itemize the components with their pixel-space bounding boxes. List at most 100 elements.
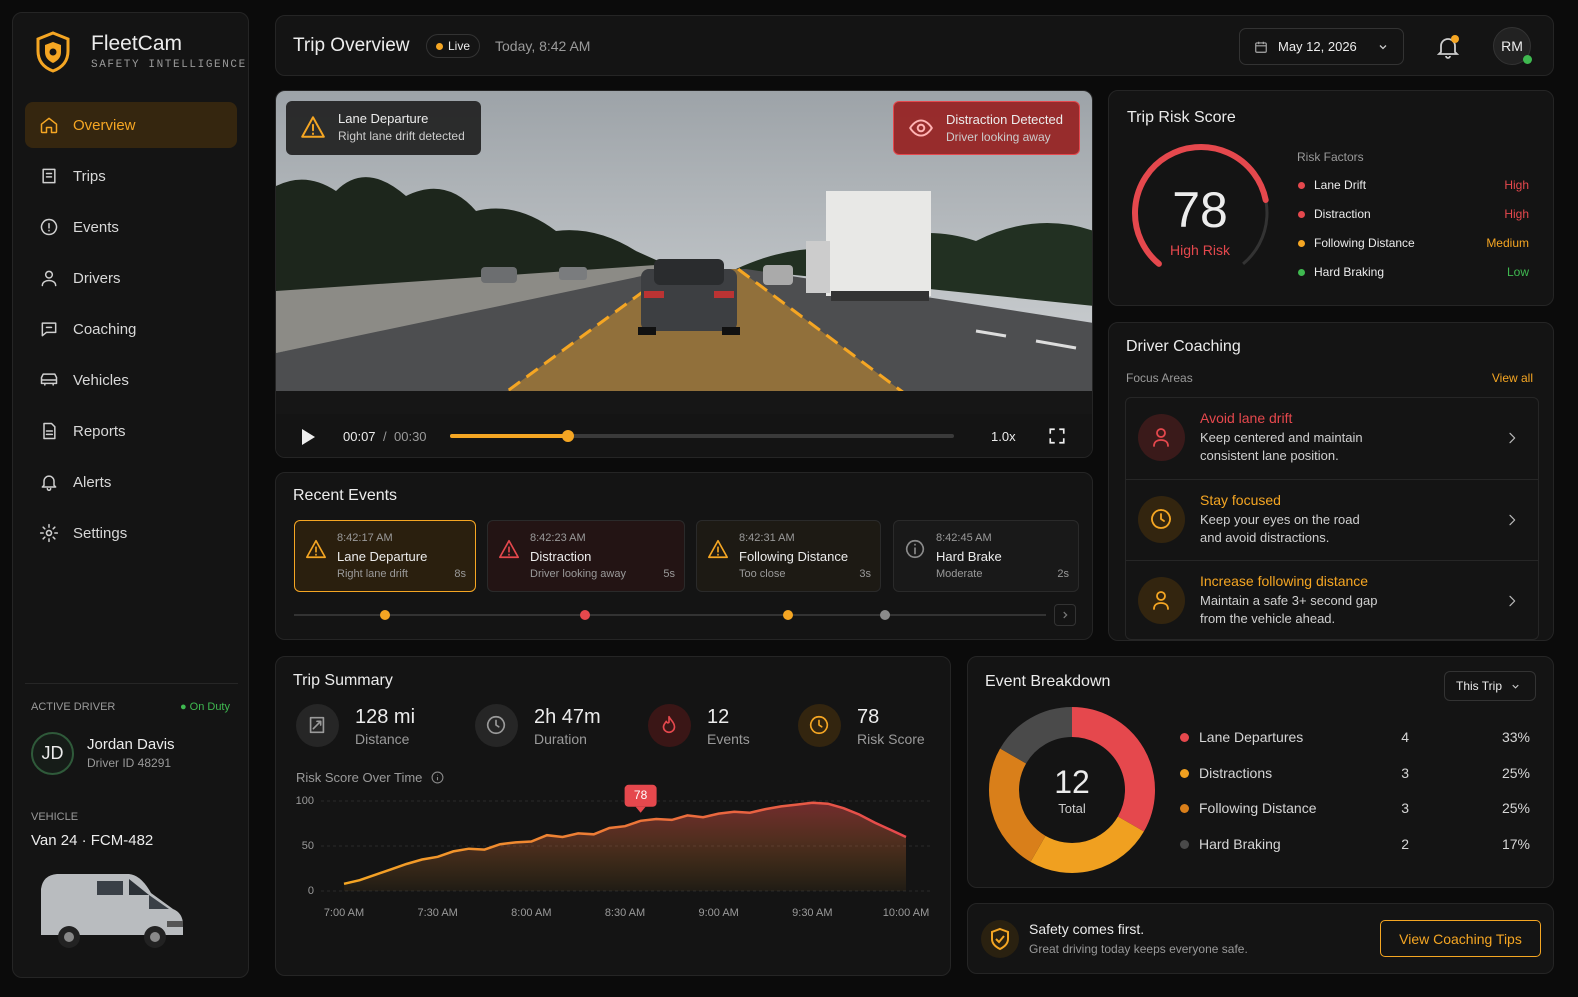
shield-badge [981, 920, 1019, 958]
header: Trip Overview Live Today, 8:42 AM May 12… [275, 15, 1554, 76]
fullscreen-button[interactable] [1048, 427, 1066, 445]
calendar-icon [1255, 41, 1267, 53]
timeline-dot[interactable] [880, 610, 890, 620]
annotation-box [624, 784, 657, 807]
safety-banner: Safety comes first. Great driving today … [967, 903, 1554, 974]
icon-path [1151, 509, 1171, 529]
risk-chart: 0 50 100 7:00 AM 7:30 AM 8:00 AM 8:30 AM 9:00 A… [296, 784, 932, 919]
info-icon[interactable] [431, 771, 444, 784]
event-duration: 5s [663, 568, 675, 580]
event-title: Following Distance [739, 549, 849, 564]
area [344, 802, 906, 891]
progress-track[interactable] [450, 430, 954, 442]
chevron [1509, 595, 1516, 607]
stat-label: Duration [534, 731, 587, 747]
event-icon [306, 539, 326, 559]
coaching-icon [1138, 496, 1185, 543]
factor-dot [1298, 182, 1305, 189]
nav-item[interactable]: Drivers [25, 255, 237, 301]
event-duration: 2s [1057, 568, 1069, 580]
icon-path [40, 218, 58, 236]
stat-glyph [810, 715, 828, 735]
panel-title: Trip Summary [293, 672, 393, 689]
donut-total-label: Total [1058, 801, 1086, 816]
nav-icon [40, 218, 58, 236]
coaching-item[interactable]: Stay focused Keep your eyes on the road a… [1126, 479, 1538, 560]
stat-icon [475, 704, 518, 747]
coaching-tips-button[interactable]: View Coaching Tips [1380, 920, 1541, 957]
nav-icon [40, 373, 58, 386]
live-badge: Live [426, 34, 481, 58]
icon-path [301, 116, 325, 138]
annotation-label: 78 [634, 788, 648, 802]
date-picker[interactable]: May 12, 2026 [1239, 28, 1404, 65]
nav-item[interactable]: Settings [25, 510, 237, 556]
van-image [41, 874, 183, 948]
legend-name: Distractions [1199, 764, 1273, 781]
donut-total: 12 [1054, 764, 1090, 800]
chevron [1063, 611, 1068, 619]
logo [36, 31, 70, 73]
nav-item[interactable]: Reports [25, 408, 237, 454]
event-card[interactable]: 8:42:23 AM Distraction Driver looking away… [487, 520, 685, 592]
event-card[interactable]: 8:42:17 AM Lane Departure Right lane drift… [294, 520, 476, 592]
event-detail: Driver looking away [530, 568, 626, 580]
donut-segment [1071, 707, 1155, 832]
timeline-dot[interactable] [580, 610, 591, 620]
video-alert: Lane Departure Right lane drift detected [286, 101, 481, 155]
driver-name: Jordan Davis [87, 736, 175, 753]
coaching-item[interactable]: Avoid lane drift Keep centered and mainta… [1126, 398, 1538, 479]
date-text: May 12, 2026 [1278, 39, 1357, 54]
filter-dropdown[interactable]: This Trip [1444, 671, 1536, 701]
stat-value: 128 mi [355, 706, 416, 728]
event-duration: 3s [859, 568, 871, 580]
status-text: On Duty [189, 701, 230, 713]
nav-item[interactable]: Events [25, 204, 237, 250]
nav-item[interactable]: Coaching [25, 306, 237, 352]
timeline-next[interactable] [1054, 604, 1076, 626]
factor-name: Following Distance [1314, 236, 1415, 250]
legend-share: 33% [1501, 729, 1530, 745]
video-controls: 00:07 / 00:30 1.0x [276, 414, 1092, 457]
nav-item[interactable]: Vehicles [25, 357, 237, 403]
view-all-link[interactable]: View all [1491, 371, 1533, 385]
coaching-panel: Driver Coaching Focus Areas View all Avo… [1108, 322, 1554, 641]
nav-label: Events [73, 218, 119, 236]
trip-risk-panel: Trip Risk Score 78 High Risk Risk Factor… [1108, 90, 1554, 306]
speed[interactable]: 1.0x [991, 429, 1016, 444]
nav-item[interactable]: Alerts [25, 459, 237, 505]
alert-text: Driver looking away [945, 130, 1051, 144]
chevron [1512, 684, 1519, 689]
factor-dot [1298, 211, 1305, 218]
progress-handle[interactable] [561, 430, 574, 442]
stat-label: Risk Score [857, 731, 925, 747]
event-card[interactable]: 8:42:31 AM Following Distance Too close 3s [696, 520, 881, 592]
nav-item[interactable]: Overview [25, 102, 237, 148]
coaching-item[interactable]: Increase following distance Maintain a sa… [1126, 560, 1538, 641]
live-dot [436, 42, 443, 50]
coaching-glyph [1153, 428, 1169, 447]
divider [25, 683, 238, 684]
driver-id: Driver ID 48291 [87, 756, 172, 770]
stat-glyph [487, 715, 505, 735]
play-button[interactable] [300, 428, 316, 446]
event-title: Lane Departure [337, 549, 428, 564]
icon-path [487, 715, 505, 735]
nav-label: Vehicles [73, 371, 129, 389]
icon-path [1153, 591, 1169, 610]
notifications[interactable] [1436, 34, 1460, 60]
coaching-subtitle: Focus Areas [1126, 371, 1193, 385]
timeline-dot[interactable] [782, 610, 793, 620]
nav-item[interactable]: Trips [25, 153, 237, 199]
coaching-text: Keep your eyes on the road and avoid dis… [1200, 512, 1360, 545]
sidebar: FleetCam SAFETY INTELLIGENCE Overview Tri… [12, 12, 249, 978]
timeline-dot[interactable] [379, 610, 390, 620]
stat-icon [296, 704, 339, 747]
current-time: Today, 8:42 AM [495, 38, 591, 54]
stat-icon [798, 704, 841, 747]
coaching-title: Avoid lane drift [1200, 410, 1293, 426]
icon-path [499, 539, 519, 559]
stat-icon [648, 704, 691, 747]
event-icon [708, 539, 728, 559]
event-card[interactable]: 8:42:45 AM Hard Brake Moderate 2s [893, 520, 1079, 592]
